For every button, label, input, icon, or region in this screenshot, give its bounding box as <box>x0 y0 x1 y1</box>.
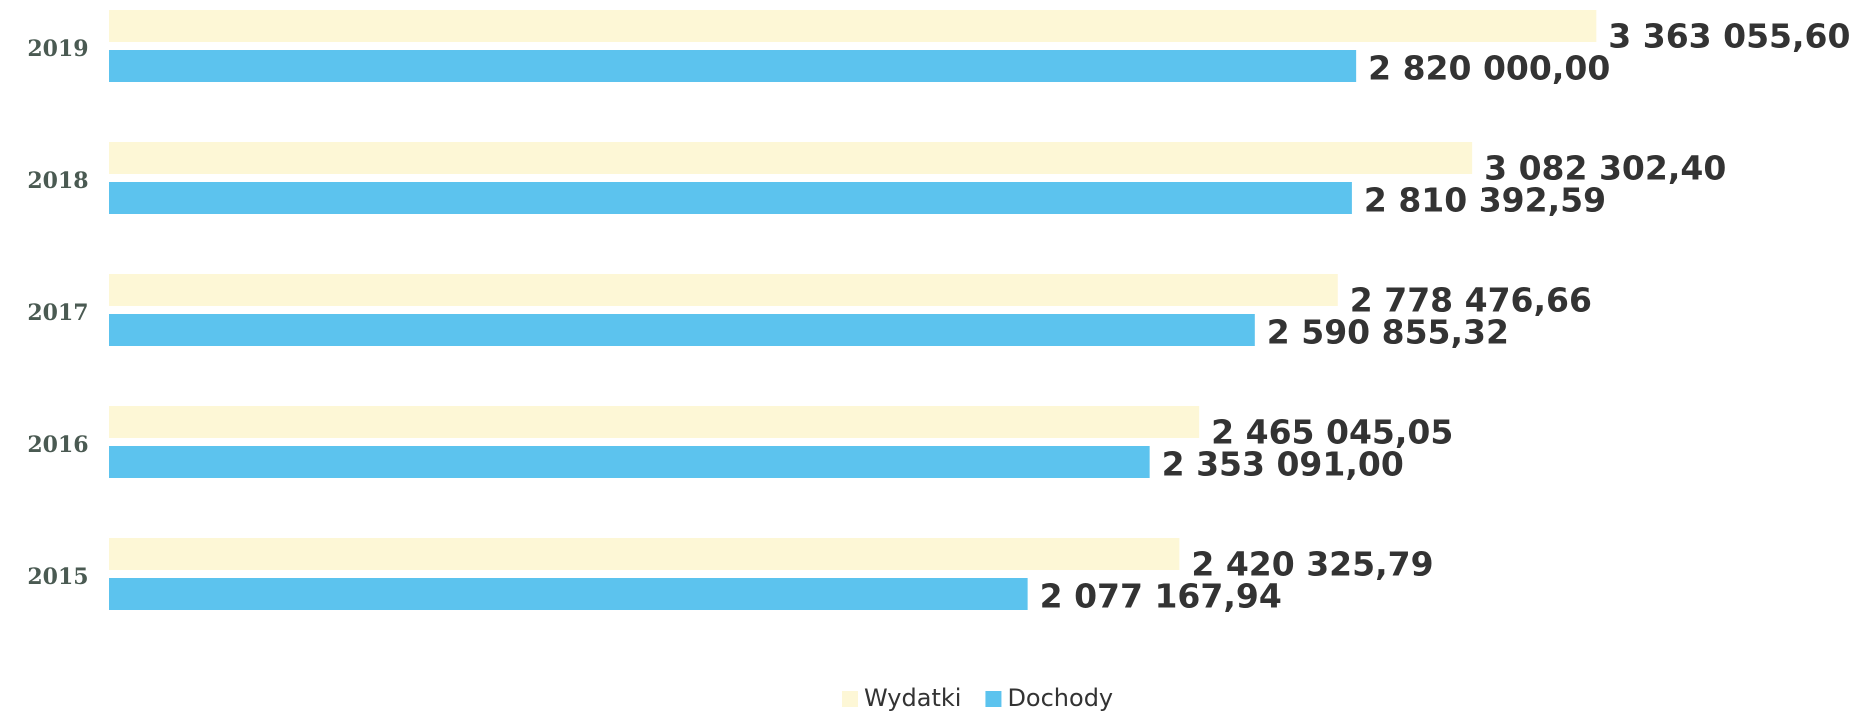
value-label: 2 820 000,00 <box>1368 49 1610 88</box>
y-tick-label: 2016 <box>27 432 88 458</box>
bar <box>109 406 1200 438</box>
value-label: 3 082 302,40 <box>1484 149 1726 188</box>
y-tick-label: 2015 <box>27 564 88 590</box>
value-label: 2 810 392,59 <box>1364 181 1606 220</box>
bar <box>109 538 1180 570</box>
legend-label: Wydatki <box>864 684 961 712</box>
value-label: 2 778 476,66 <box>1350 281 1592 320</box>
value-label: 2 420 325,79 <box>1191 545 1433 584</box>
legend-swatch <box>842 691 858 707</box>
bar <box>109 274 1338 306</box>
y-tick-label: 2018 <box>27 168 88 194</box>
legend-label: Dochody <box>1007 684 1113 712</box>
bar <box>109 446 1150 478</box>
value-label: 2 353 091,00 <box>1162 445 1404 484</box>
bar <box>109 182 1352 214</box>
y-tick-label: 2017 <box>27 300 88 326</box>
value-label: 3 363 055,60 <box>1608 17 1850 56</box>
bar <box>109 578 1028 610</box>
value-label: 2 077 167,94 <box>1040 577 1282 616</box>
bar <box>109 142 1473 174</box>
value-label: 2 590 855,32 <box>1267 313 1509 352</box>
bar <box>109 10 1597 42</box>
legend-swatch <box>985 691 1002 707</box>
y-tick-label: 2019 <box>27 36 88 62</box>
bar <box>109 314 1255 346</box>
bar <box>109 50 1357 82</box>
value-label: 2 465 045,05 <box>1211 413 1453 452</box>
